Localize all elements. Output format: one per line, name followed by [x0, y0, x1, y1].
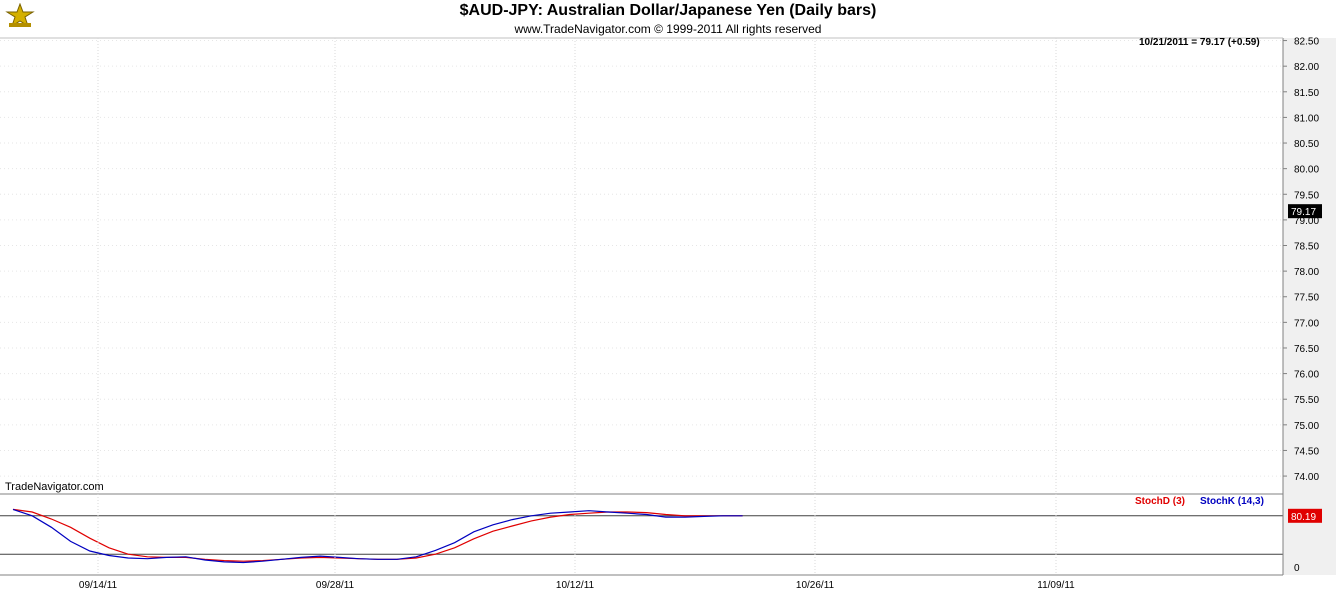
y-tick-label: 76.00: [1294, 370, 1319, 381]
y-tick-label: 80.50: [1294, 139, 1319, 150]
y-tick-label: 75.50: [1294, 395, 1319, 406]
stoch-last-tag-text: 80.19: [1291, 512, 1316, 523]
stoch-series-line: [12, 508, 743, 562]
x-tick-label: 09/14/11: [79, 580, 118, 591]
price-plot-area: [0, 38, 1283, 494]
last-price-tag: [1288, 204, 1322, 219]
y-tick-label: 77.00: [1294, 318, 1319, 329]
y-tick-label: 77.50: [1294, 293, 1319, 304]
legend-stochk: StochK (14,3): [1200, 496, 1264, 507]
y-axis-area: [1283, 38, 1336, 575]
y-tick-label: 78.00: [1294, 267, 1319, 278]
x-tick-label: 09/28/11: [316, 580, 355, 591]
stoch-series-line: [12, 508, 743, 564]
stoch-last-tag: [1288, 508, 1322, 523]
y-tick-label: 78.50: [1294, 242, 1319, 253]
stoch-y-tick-label: 0: [1294, 563, 1300, 574]
last-price-tag-text: 79.17: [1291, 207, 1316, 218]
y-tick-label: 76.50: [1294, 344, 1319, 355]
x-tick-label: 10/12/11: [556, 580, 595, 591]
price-readout: 10/21/2011 = 79.17 (+0.59): [1139, 37, 1260, 48]
x-tick-label: 10/26/11: [796, 580, 835, 591]
legend-stochd: StochD (3): [1135, 496, 1185, 507]
y-tick-label: 75.00: [1294, 421, 1319, 432]
y-tick-label: 81.00: [1294, 113, 1319, 124]
y-tick-label: 79.50: [1294, 190, 1319, 201]
y-tick-label: 82.50: [1294, 37, 1319, 48]
y-tick-label: 79.00: [1294, 216, 1319, 227]
y-tick-label: 74.00: [1294, 472, 1319, 483]
x-tick-label: 11/09/11: [1037, 580, 1075, 591]
y-tick-label: 74.50: [1294, 446, 1319, 457]
y-tick-label: 81.50: [1294, 88, 1319, 99]
chart-subtitle: www.TradeNavigator.com © 1999-2011 All r…: [514, 22, 822, 36]
watermark: TradeNavigator.com: [5, 481, 104, 493]
trade-navigator-logo-icon: [3, 2, 37, 29]
y-tick-label: 82.00: [1294, 62, 1319, 73]
stochastic-panel: [0, 508, 1283, 564]
chart-title: $AUD-JPY: Australian Dollar/Japanese Yen…: [459, 2, 877, 19]
axes: 09/14/11 09/28/11 10/12/11 10/26/11 11/09/11…: [0, 37, 1336, 591]
y-tick-label: 80.00: [1294, 165, 1319, 176]
